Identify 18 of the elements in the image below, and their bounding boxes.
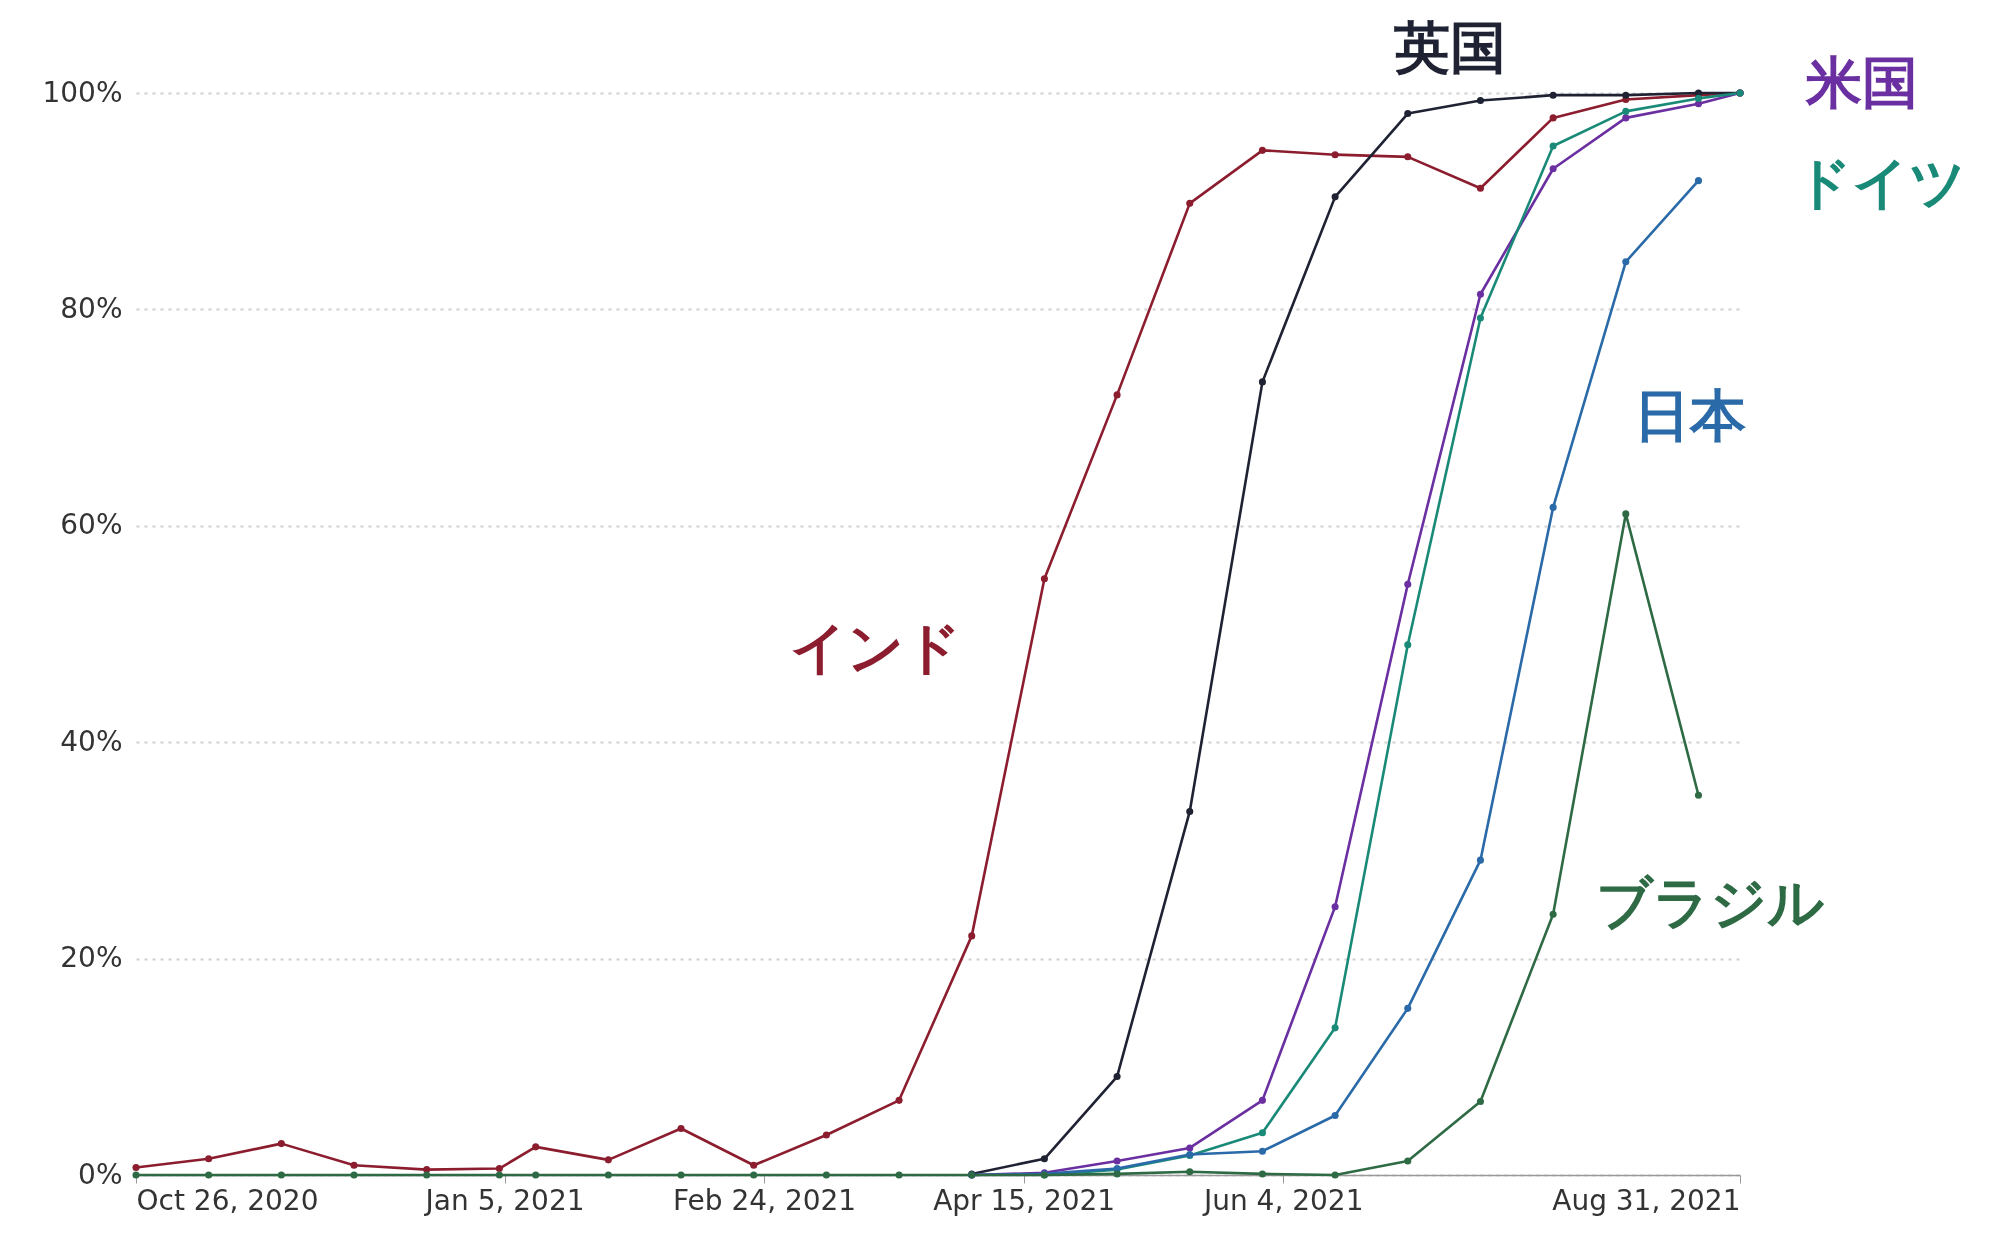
x-tick-label: Aug 31, 2021	[1552, 1183, 1741, 1217]
y-tick-label: 40%	[60, 724, 123, 758]
series-label: 米国	[1805, 50, 1918, 115]
x-tick-label: Jan 5, 2021	[423, 1183, 585, 1217]
series-label: インド	[789, 615, 961, 680]
series-label: 英国	[1393, 15, 1506, 80]
y-tick-label: 20%	[60, 941, 123, 975]
x-tick-label: Apr 15, 2021	[933, 1183, 1116, 1217]
y-tick-label: 80%	[60, 291, 123, 325]
series-label: 日本	[1634, 383, 1746, 448]
series-label: ブラジル	[1596, 870, 1825, 935]
y-tick-label: 60%	[60, 508, 123, 542]
y-tick-label: 0%	[78, 1157, 123, 1191]
x-tick-label: Jun 4, 2021	[1201, 1183, 1364, 1217]
series-label: ドイツ	[1794, 150, 1966, 215]
x-tick-label: Feb 24, 2021	[673, 1183, 857, 1217]
y-tick-label: 100%	[42, 75, 123, 109]
x-tick-label: Oct 26, 2020	[136, 1183, 319, 1217]
